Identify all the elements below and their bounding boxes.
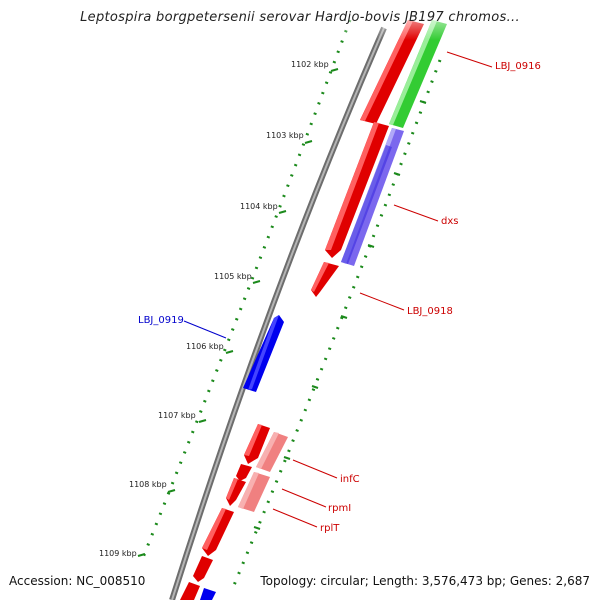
top-fade-overlay <box>0 0 600 40</box>
gene-infC-outer-feature[interactable] <box>256 432 288 472</box>
topology-info: Topology: circular; Length: 3,576,473 bp… <box>260 574 590 588</box>
gene-LBJ_0918-feature[interactable] <box>311 262 339 297</box>
tick-mark-1104: 1104 kbp <box>240 202 287 214</box>
gene-label-LBJ_0919[interactable]: LBJ_0919 <box>138 315 184 326</box>
tick-label-1102: 1102 kbp <box>291 60 329 69</box>
gene-LBJ_0919-feature[interactable] <box>243 315 284 392</box>
tick-label-1103: 1103 kbp <box>266 131 304 140</box>
gene-forward-8-feature[interactable] <box>180 582 200 600</box>
gene-infC-feature[interactable] <box>244 424 270 464</box>
tick-label-1108: 1108 kbp <box>129 480 167 489</box>
tick-label-1104: 1104 kbp <box>240 202 278 211</box>
label-leaders <box>183 51 493 528</box>
tick-mark-1106: 1106 kbp <box>186 342 234 354</box>
gene-rpmI-feature[interactable] <box>236 464 252 481</box>
gene-rplT-outer-feature[interactable] <box>238 472 270 512</box>
tick-mark-1109: 1109 kbp <box>99 549 146 558</box>
gene-label-rplT[interactable]: rplT <box>320 523 340 534</box>
gene-label-LBJ_0918[interactable]: LBJ_0918 <box>407 306 453 317</box>
tick-mark-1105: 1105 kbp <box>214 272 261 284</box>
gene-forward-6-feature[interactable] <box>202 508 234 556</box>
gene-label-rpmI[interactable]: rpmI <box>328 503 351 514</box>
backbone <box>169 26 387 600</box>
gene-rplT-feature[interactable] <box>226 478 246 506</box>
page-title: Leptospira borgpetersenii serovar Hardjo… <box>80 10 520 25</box>
tick-mark-1108: 1108 kbp <box>129 480 176 493</box>
accession-info: Accession: NC_008510 <box>9 574 146 588</box>
gene-label-LBJ_0916[interactable]: LBJ_0916 <box>495 61 541 72</box>
gene-label-infC[interactable]: infC <box>340 474 360 485</box>
gene-reverse-bottom-feature[interactable] <box>200 588 216 600</box>
outer-ring-dashes <box>253 100 427 530</box>
outer-dotted-ring <box>230 59 442 591</box>
gene-forward-7-feature[interactable] <box>193 556 213 582</box>
gene-LBJ_0916-outer-feature[interactable] <box>389 20 447 128</box>
tick-mark-1103: 1103 kbp <box>266 131 313 144</box>
tick-label-1106: 1106 kbp <box>186 342 224 351</box>
gene-dxs-outer-feature[interactable] <box>341 128 404 266</box>
gene-label-dxs[interactable]: dxs <box>441 216 458 227</box>
gene-LBJ_0916-feature[interactable] <box>360 20 424 124</box>
tick-mark-1102: 1102 kbp <box>291 60 339 72</box>
tick-label-1107: 1107 kbp <box>158 411 196 420</box>
tick-label-1105: 1105 kbp <box>214 272 252 281</box>
gene-dxs-feature[interactable] <box>325 122 389 258</box>
tick-mark-1107: 1107 kbp <box>158 411 207 423</box>
tick-label-1109: 1109 kbp <box>99 549 137 558</box>
